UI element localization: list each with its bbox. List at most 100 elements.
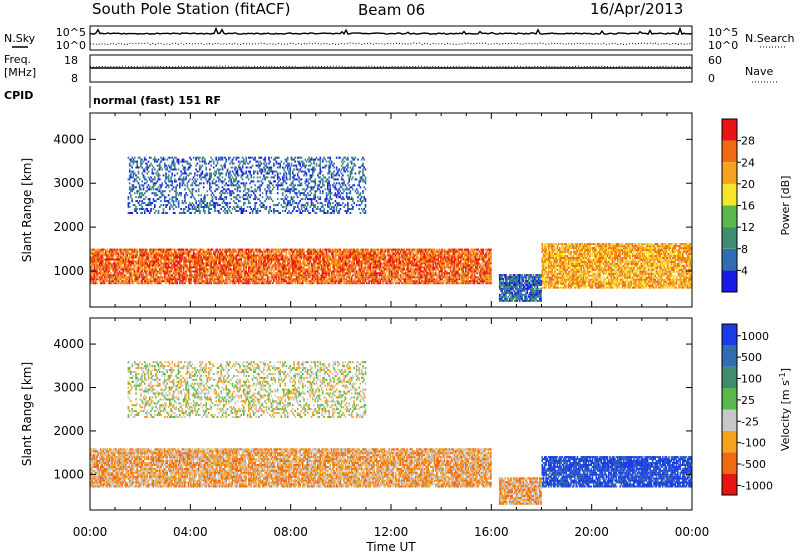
range-gate-cell: [162, 278, 164, 280]
range-gate-cell: [205, 255, 207, 257]
range-gate-cell: [193, 251, 195, 253]
range-gate-cell: [133, 171, 135, 173]
range-gate-cell: [375, 270, 377, 272]
range-gate-cell: [414, 257, 416, 259]
range-gate-cell: [119, 280, 121, 282]
range-gate-cell: [183, 255, 185, 257]
range-gate-cell: [430, 270, 432, 272]
range-gate-cell: [377, 255, 379, 257]
range-gate-cell: [439, 272, 441, 274]
range-gate-cell: [478, 253, 480, 255]
range-gate-cell: [140, 272, 142, 274]
range-gate-cell: [470, 264, 472, 266]
range-gate-cell: [242, 274, 244, 276]
range-gate-cell: [287, 264, 289, 266]
range-gate-cell: [233, 253, 235, 255]
range-gate-cell: [367, 249, 369, 251]
range-gate-cell: [368, 278, 370, 280]
range-gate-cell: [327, 280, 329, 282]
range-gate-cell: [441, 253, 443, 255]
range-gate-cell: [170, 251, 172, 253]
range-gate-cell: [332, 253, 334, 255]
range-gate-cell: [217, 270, 219, 272]
range-gate-cell: [271, 280, 273, 282]
range-gate-cell: [350, 272, 352, 274]
range-gate-cell: [287, 249, 289, 251]
range-gate-cell: [490, 272, 492, 274]
range-gate-cell: [445, 259, 447, 261]
range-gate-cell: [447, 264, 449, 266]
range-gate-cell: [476, 280, 478, 282]
range-gate-cell: [484, 259, 486, 261]
range-gate-cell: [310, 276, 312, 278]
range-gate-cell: [244, 261, 246, 263]
range-gate-cell: [336, 253, 338, 255]
range-gate-cell: [155, 251, 157, 253]
range-gate-cell: [130, 165, 132, 167]
range-gate-cell: [348, 259, 350, 261]
range-gate-cell: [256, 257, 258, 259]
range-gate-cell: [242, 270, 244, 272]
range-gate-cell: [139, 257, 141, 259]
range-gate-cell: [94, 274, 96, 276]
range-gate-cell: [322, 251, 324, 253]
range-gate-cell: [133, 253, 135, 255]
range-gate-cell: [253, 253, 255, 255]
range-gate-cell: [399, 259, 401, 261]
range-gate-cell: [444, 263, 446, 265]
range-gate-cell: [143, 272, 145, 274]
range-gate-cell: [133, 184, 135, 186]
range-gate-cell: [483, 282, 485, 284]
range-gate-cell: [217, 255, 219, 257]
range-gate-cell: [155, 257, 157, 259]
range-gate-cell: [264, 278, 266, 280]
range-gate-cell: [362, 274, 364, 276]
range-gate-cell: [129, 282, 131, 284]
range-gate-cell: [320, 257, 322, 259]
range-gate-cell: [375, 251, 377, 253]
range-gate-cell: [168, 274, 170, 276]
range-gate-cell: [229, 249, 231, 251]
range-gate-cell: [289, 268, 291, 270]
range-gate-cell: [400, 280, 402, 282]
range-gate-cell: [120, 264, 122, 266]
range-gate-cell: [222, 276, 224, 278]
range-gate-cell: [379, 276, 381, 278]
range-gate-cell: [169, 272, 171, 274]
range-gate-cell: [273, 270, 275, 272]
range-gate-cell: [276, 268, 278, 270]
range-gate-cell: [130, 196, 132, 198]
range-gate-cell: [262, 253, 264, 255]
range-gate-cell: [266, 272, 268, 274]
range-gate-cell: [396, 280, 398, 282]
range-gate-cell: [392, 282, 394, 284]
range-gate-cell: [399, 282, 401, 284]
power-panel: 1000200030004000Slant Range [km]48121620…: [20, 113, 792, 307]
range-gate-cell: [421, 278, 423, 280]
range-gate-cell: [179, 263, 181, 265]
range-gate-cell: [321, 264, 323, 266]
range-gate-cell: [258, 255, 260, 257]
range-gate-cell: [129, 178, 131, 180]
range-gate-cell: [470, 282, 472, 284]
range-gate-cell: [187, 274, 189, 276]
range-gate-cell: [281, 253, 283, 255]
range-gate-cell: [141, 270, 143, 272]
range-gate-cell: [278, 251, 280, 253]
range-gate-cell: [227, 280, 229, 282]
range-gate-cell: [407, 266, 409, 268]
range-gate-cell: [396, 274, 398, 276]
range-gate-cell: [138, 270, 140, 272]
range-gate-cell: [458, 259, 460, 261]
range-gate-cell: [490, 278, 492, 280]
range-gate-cell: [288, 263, 290, 265]
range-gate-cell: [400, 274, 402, 276]
range-gate-cell: [208, 261, 210, 263]
range-gate-cell: [345, 274, 347, 276]
range-gate-cell: [365, 280, 367, 282]
range-gate-cell: [204, 253, 206, 255]
range-gate-cell: [229, 278, 231, 280]
nsearch-label: N.Search: [745, 32, 795, 45]
range-gate-cell: [123, 272, 125, 274]
range-gate-cell: [455, 255, 457, 257]
